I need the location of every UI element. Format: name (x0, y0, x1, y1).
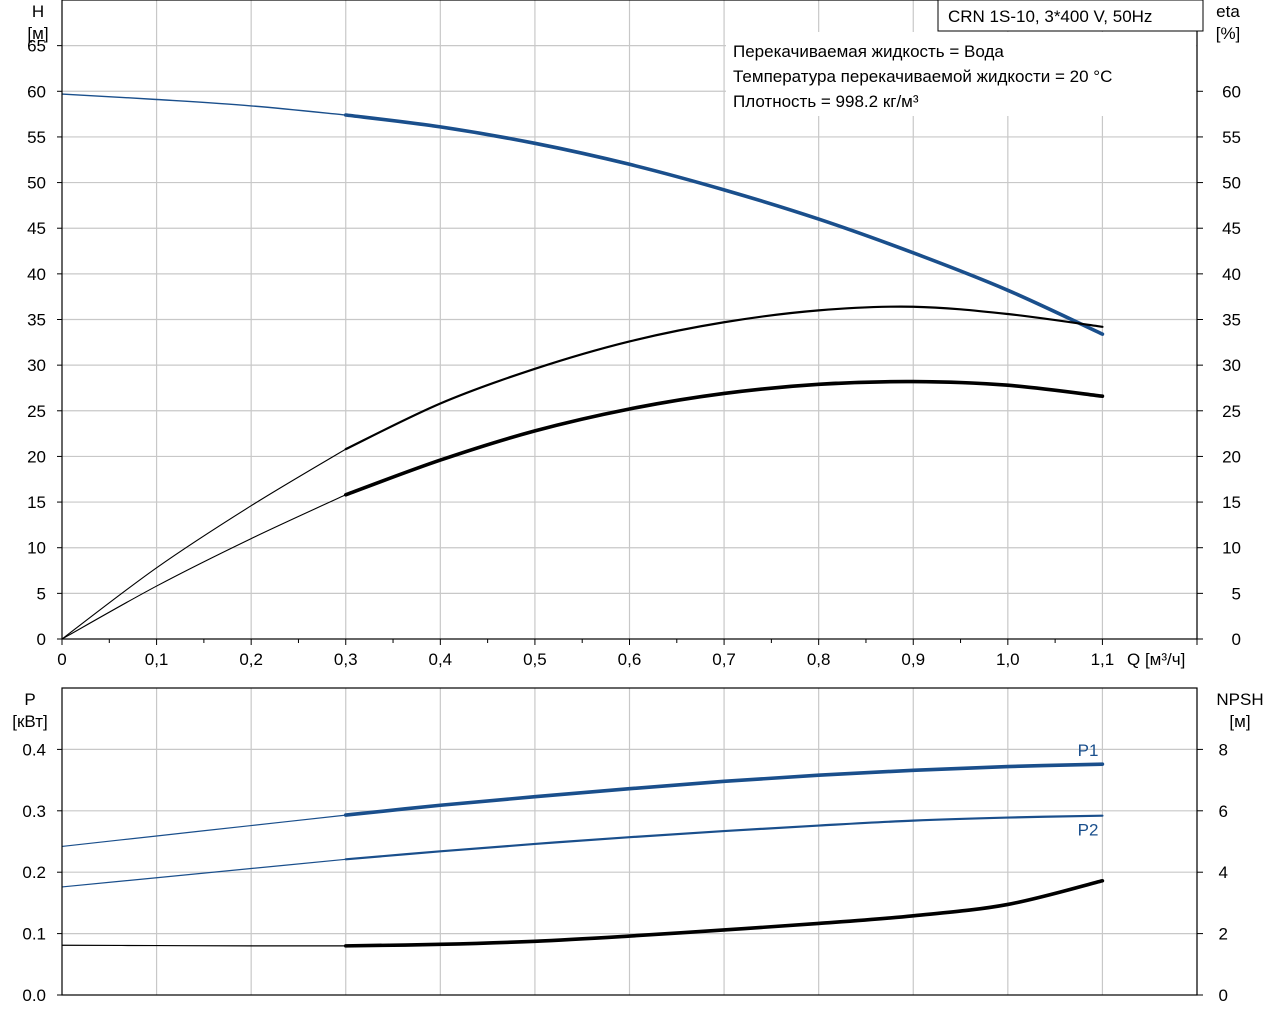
info-box (726, 32, 1196, 116)
p-tick-label: 0.4 (22, 740, 46, 759)
x-tick-label: 0,3 (334, 650, 358, 669)
eta-tick-label: 55 (1222, 128, 1241, 147)
curve-p1 (343, 762, 1105, 817)
eta-tick-label: 25 (1222, 402, 1241, 421)
npsh-tick-label: 8 (1219, 740, 1228, 759)
info-line-fluid: Перекачиваемая жидкость = Вода (733, 42, 1004, 61)
curve-p2 (344, 814, 1104, 861)
npsh-tick-label: 6 (1219, 802, 1228, 821)
info-line-density: Плотность = 998.2 кг/м³ (733, 92, 919, 111)
h-tick-label: 30 (27, 356, 46, 375)
eta-tick-label: 50 (1222, 174, 1241, 193)
curve-npsh (343, 879, 1105, 948)
top-ticks: 0 0,1 0,2 0,3 0,4 0,5 0,6 0,7 0,8 0,9 1,0 1,1 0 5 10 15… (27, 37, 1241, 669)
p-tick-label: 0.3 (22, 802, 46, 821)
eta-tick-label: 45 (1222, 219, 1241, 238)
x-tick-label: 0 (57, 650, 66, 669)
h-tick-label: 65 (27, 37, 46, 56)
top-series (61, 93, 1105, 640)
h-tick-label: 5 (37, 584, 46, 603)
eta-tick-label: 0 (1232, 630, 1241, 649)
h-axis-label: H (32, 2, 44, 21)
h-tick-label: 50 (27, 174, 46, 193)
head-efficiency-panel: 0 0,1 0,2 0,3 0,4 0,5 0,6 0,7 0,8 0,9 1,0 1,1 0 5 10 15… (27, 0, 1241, 669)
curve-h (343, 113, 1105, 336)
bottom-ticks: 0.0 0.1 0.2 0.3 0.4 0 2 4 6 8 (22, 740, 1228, 1005)
info-line-temperature: Температура перекачиваемой жидкости = 20… (733, 67, 1112, 86)
curve-eta_upper (344, 305, 1104, 451)
npsh-axis-label: NPSH (1216, 690, 1263, 709)
eta-tick-label: 15 (1222, 493, 1241, 512)
h-tick-label: 25 (27, 402, 46, 421)
eta-tick-label: 5 (1232, 584, 1241, 603)
curve-p1-extended (61, 814, 346, 848)
p-tick-label: 0.0 (22, 986, 46, 1005)
x-tick-label: 0,1 (145, 650, 169, 669)
curve-npsh-extended (61, 944, 346, 947)
title-box (937, 0, 1204, 32)
curve-h-extended (61, 93, 346, 116)
curve-p2-extended (61, 858, 346, 888)
h-tick-label: 0 (37, 630, 46, 649)
x-tick-label: 0,5 (523, 650, 547, 669)
x-tick-label: 1,0 (996, 650, 1020, 669)
curve-eta_upper-extended (61, 448, 347, 640)
bottom-plot-frame (61, 687, 1198, 996)
curve-eta_lower-extended (61, 494, 346, 640)
eta-axis-label: eta (1216, 2, 1240, 21)
curve-eta_lower (343, 379, 1105, 497)
bottom-series: P1 P2 (61, 741, 1105, 948)
x-tick-label: 0,9 (901, 650, 925, 669)
p-axis-label: P (24, 690, 35, 709)
x-tick-label: 0,8 (807, 650, 831, 669)
npsh-tick-label: 2 (1219, 925, 1228, 944)
h-axis-unit: [м] (27, 24, 48, 43)
x-tick-label: 0,6 (618, 650, 642, 669)
eta-tick-label: 60 (1222, 82, 1241, 101)
eta-tick-label: 40 (1222, 265, 1241, 284)
chart-title: CRN 1S-10, 3*400 V, 50Hz (948, 7, 1152, 26)
h-tick-label: 10 (27, 539, 46, 558)
eta-tick-label: 35 (1222, 311, 1241, 330)
h-tick-label: 35 (27, 311, 46, 330)
eta-tick-label: 20 (1222, 447, 1241, 466)
h-tick-label: 60 (27, 82, 46, 101)
x-tick-label: 1,1 (1091, 650, 1115, 669)
eta-axis-unit: [%] (1216, 24, 1241, 43)
p-tick-label: 0.2 (22, 863, 46, 882)
q-axis-label: Q [м³/ч] (1127, 650, 1185, 669)
npsh-axis-unit: [м] (1229, 712, 1250, 731)
bottom-grid (62, 688, 1198, 995)
p-tick-label: 0.1 (22, 925, 46, 944)
h-tick-label: 15 (27, 493, 46, 512)
p-axis-unit: [кВт] (12, 712, 47, 731)
h-tick-label: 20 (27, 447, 46, 466)
x-tick-label: 0,7 (712, 650, 736, 669)
h-tick-label: 45 (27, 219, 46, 238)
x-tick-label: 0,2 (239, 650, 263, 669)
h-tick-label: 40 (27, 265, 46, 284)
npsh-tick-label: 0 (1219, 986, 1228, 1005)
series-label-p2: P2 (1078, 821, 1099, 840)
eta-tick-label: 10 (1222, 539, 1241, 558)
x-tick-label: 0,4 (429, 650, 453, 669)
eta-tick-label: 30 (1222, 356, 1241, 375)
npsh-tick-label: 4 (1219, 863, 1228, 882)
power-npsh-panel: P1 P2 0.0 0.1 0.2 0.3 0.4 0 2 4 6 8 P [кВт] NPSH [… (12, 687, 1264, 1005)
series-label-p1: P1 (1078, 741, 1099, 760)
h-tick-label: 55 (27, 128, 46, 147)
